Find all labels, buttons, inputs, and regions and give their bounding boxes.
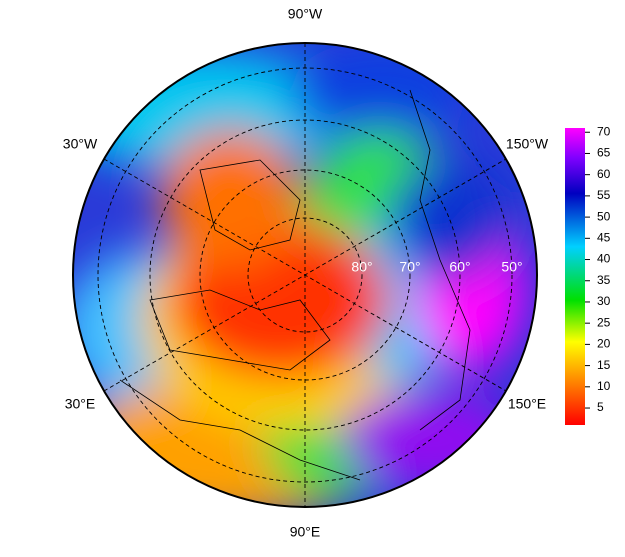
colorbar-tick-label: 70	[597, 124, 611, 138]
lon-label: 90°E	[290, 524, 321, 540]
colorbar-tick-label: 50	[597, 209, 611, 223]
lon-label: 150°E	[508, 396, 546, 412]
colorbar-tick-label: 45	[597, 230, 611, 244]
colorbar-tick-label: 40	[597, 252, 611, 266]
colorbar-tick-label: 20	[597, 337, 611, 351]
graticule	[97, 43, 513, 507]
lon-label: 90°W	[288, 6, 323, 22]
lat-label: 60°	[449, 259, 470, 275]
lon-label: 30°W	[63, 136, 98, 152]
map-field	[73, 43, 537, 507]
colorbar-tick-label: 5	[597, 400, 604, 414]
map-border	[72, 42, 538, 508]
colorbar-tick-label: 55	[597, 188, 611, 202]
lat-label: 80°	[351, 259, 372, 275]
colorbar-tick-label: 35	[597, 273, 611, 287]
colorbar-tick-label: 15	[597, 358, 611, 372]
colorbar-ramp	[565, 128, 585, 425]
colorbar-tick-label: 60	[597, 167, 611, 181]
lat-label: 50°	[501, 259, 522, 275]
colorbar-tick-label: 10	[597, 379, 611, 393]
lat-label: 70°	[399, 259, 420, 275]
colorbar-tick-label: 65	[597, 146, 611, 160]
lon-label: 30°E	[65, 396, 96, 412]
coastlines	[119, 89, 471, 481]
lon-label: 150°W	[506, 136, 549, 152]
colorbar-tick-label: 30	[597, 294, 611, 308]
colorbar-tick-label: 25	[597, 315, 611, 329]
colorbar: 5 10 15 20 25 30 35 40 45 50 55 60 65 70	[565, 124, 611, 425]
